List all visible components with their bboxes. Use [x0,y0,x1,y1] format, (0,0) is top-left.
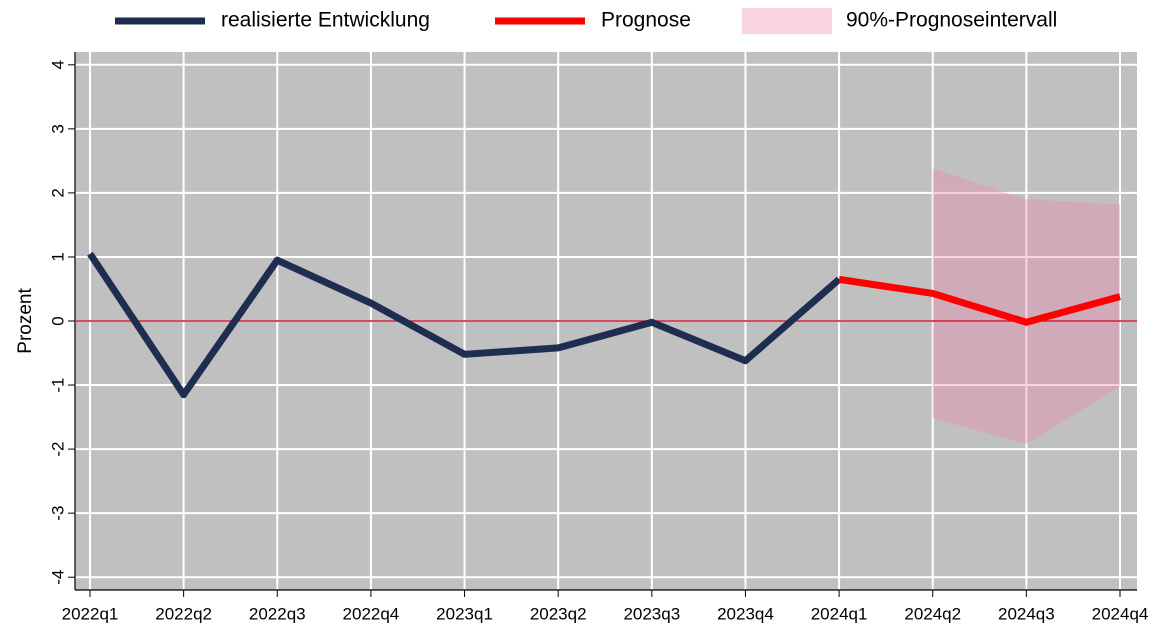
y-tick-label: 0 [48,316,67,325]
y-tick-label: 2 [48,188,67,197]
y-tick-label: 1 [48,252,67,261]
legend-label: 90%-Prognoseintervall [846,9,1057,32]
y-tick-label: 3 [48,124,67,133]
y-tick-label: -3 [48,506,67,521]
x-tick-label: 2023q2 [530,604,587,623]
x-tick-label: 2022q4 [343,604,400,623]
series-line [87,251,842,399]
y-tick-label: -1 [48,377,67,392]
y-tick-label: -4 [48,570,67,585]
y-axis-title: Prozent [15,288,36,354]
y-tick-label: 4 [48,60,67,69]
forecast-interval [932,168,1120,444]
x-tick-label: 2024q1 [811,604,868,623]
legend-label: realisierte Entwicklung [221,9,430,32]
legend-label: Prognose [601,9,691,32]
x-tick-label: 2024q4 [1092,604,1149,623]
series-line [838,275,1121,326]
legend-swatch [742,8,832,34]
x-tick-label: 2023q4 [717,604,774,623]
x-tick-label: 2023q3 [623,604,680,623]
x-tick-label: 2024q3 [998,604,1055,623]
x-tick-label: 2022q2 [155,604,212,623]
y-tick-label: -2 [48,442,67,457]
x-tick-label: 2024q2 [904,604,961,623]
x-tick-label: 2022q3 [249,604,306,623]
x-tick-label: 2023q1 [436,604,493,623]
x-tick-label: 2022q1 [62,604,119,623]
